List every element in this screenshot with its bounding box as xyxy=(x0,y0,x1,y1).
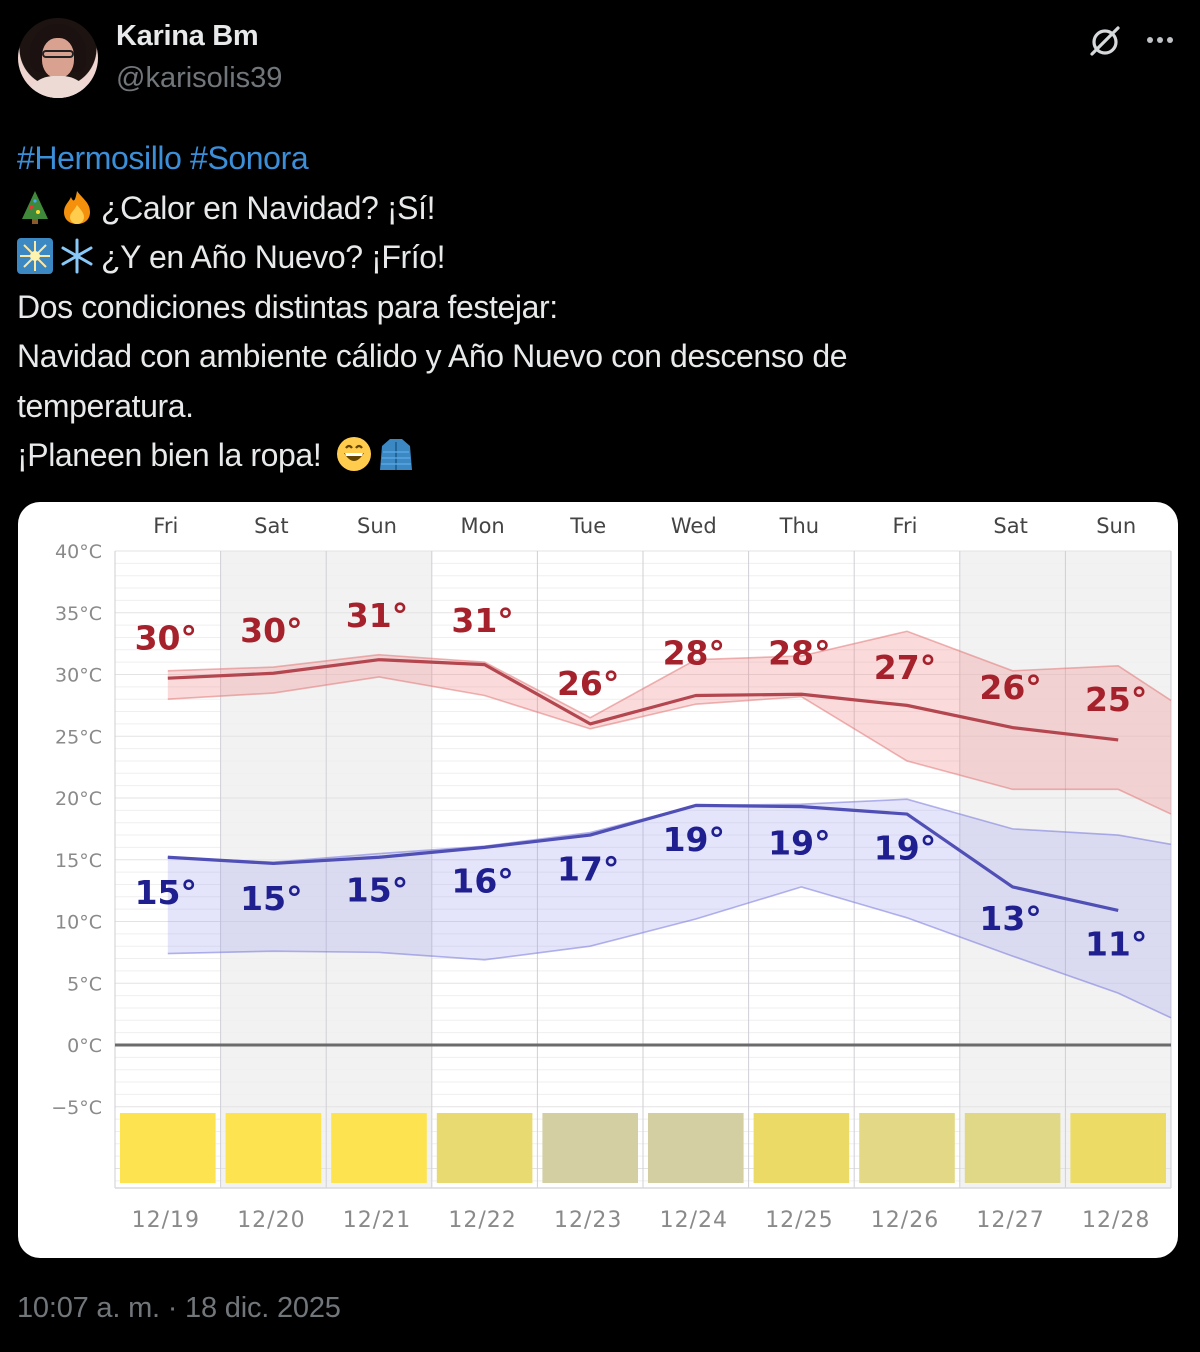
svg-text:0°C: 0°C xyxy=(67,1035,102,1057)
svg-text:12/20: 12/20 xyxy=(237,1208,305,1233)
svg-text:−5°C: −5°C xyxy=(51,1097,102,1119)
svg-text:Fri: Fri xyxy=(892,514,917,538)
svg-text:Tue: Tue xyxy=(569,514,606,538)
svg-text:25°: 25° xyxy=(1085,680,1147,719)
svg-text:12/24: 12/24 xyxy=(660,1208,728,1233)
tweet-timestamp[interactable]: 10:07 a. m. · 18 dic. 2025 xyxy=(17,1292,341,1324)
svg-text:28°: 28° xyxy=(663,633,725,672)
svg-text:12/23: 12/23 xyxy=(554,1208,622,1233)
svg-text:12/19: 12/19 xyxy=(132,1208,200,1233)
svg-text:19°: 19° xyxy=(768,823,830,862)
more-icon xyxy=(1147,37,1153,43)
svg-text:15°: 15° xyxy=(346,870,408,909)
svg-text:12/26: 12/26 xyxy=(871,1208,939,1233)
svg-text:11°: 11° xyxy=(1085,925,1147,964)
svg-text:31°: 31° xyxy=(451,601,513,640)
svg-text:28°: 28° xyxy=(768,633,830,672)
tweet-line-new-year: ¿Y en Año Nuevo? ¡Frío! xyxy=(101,239,446,275)
christmas-tree-icon xyxy=(22,190,48,224)
hashtag-hermosillo[interactable]: #Hermosillo xyxy=(17,140,182,176)
svg-text:Thu: Thu xyxy=(779,514,819,538)
svg-text:15°C: 15°C xyxy=(55,850,102,872)
svg-text:12/25: 12/25 xyxy=(765,1208,833,1233)
svg-text:30°: 30° xyxy=(240,611,302,650)
svg-text:12/27: 12/27 xyxy=(976,1208,1044,1233)
sparkler-icon xyxy=(17,238,53,274)
svg-text:Sat: Sat xyxy=(993,514,1027,538)
svg-text:Wed: Wed xyxy=(671,514,717,538)
svg-text:30°: 30° xyxy=(135,618,197,657)
svg-text:40°C: 40°C xyxy=(55,541,102,563)
author-handle[interactable]: @karisolis39 xyxy=(116,62,283,94)
svg-text:30°C: 30°C xyxy=(55,665,102,687)
tweet-line-7: ¡Planeen bien la ropa! xyxy=(17,437,322,473)
tweet-line-christmas: ¿Calor en Navidad? ¡Sí! xyxy=(101,189,436,226)
svg-text:15°: 15° xyxy=(135,873,197,912)
svg-text:20°C: 20°C xyxy=(55,788,102,810)
fire-icon xyxy=(64,190,90,224)
svg-text:19°: 19° xyxy=(874,828,936,867)
tweet-line-6: temperatura. xyxy=(17,387,194,424)
svg-text:12/22: 12/22 xyxy=(448,1208,516,1233)
hashtag-sonora[interactable]: #Sonora xyxy=(190,140,309,176)
svg-text:Sun: Sun xyxy=(1096,514,1136,538)
avatar[interactable] xyxy=(18,18,98,98)
tweet-line-4: Dos condiciones distintas para festejar: xyxy=(17,288,558,325)
svg-text:15°: 15° xyxy=(240,879,302,918)
author-display-name[interactable]: Karina Bm xyxy=(116,20,259,52)
grinning-face-icon xyxy=(336,437,371,471)
temperature-forecast-chart: 40°C 35°C 30°C 25°C 20°C 15°C 10°C 5°C 0°C −5°C 30… xyxy=(51,514,1172,1233)
snowflake-icon xyxy=(61,238,93,274)
more-options-button[interactable] xyxy=(1140,22,1180,58)
svg-text:5°C: 5°C xyxy=(67,973,102,995)
svg-text:25°C: 25°C xyxy=(55,726,102,748)
weather-chart-card[interactable]: 40°C 35°C 30°C 25°C 20°C 15°C 10°C 5°C 0°C −5°C 30… xyxy=(18,502,1178,1258)
coat-icon xyxy=(379,439,412,470)
svg-text:17°: 17° xyxy=(557,849,619,888)
svg-text:19°: 19° xyxy=(663,820,725,859)
svg-text:27°: 27° xyxy=(874,648,936,687)
svg-text:12/21: 12/21 xyxy=(343,1208,411,1233)
svg-text:Fri: Fri xyxy=(153,514,178,538)
tweet-line-5: Navidad con ambiente cálido y Año Nuevo … xyxy=(17,338,848,374)
svg-text:31°: 31° xyxy=(346,596,408,635)
tweet-text: #Hermosillo #Sonora ¿Calor en Navidad? ¡… xyxy=(17,134,1187,481)
svg-text:12/28: 12/28 xyxy=(1082,1208,1150,1233)
svg-text:16°: 16° xyxy=(451,862,513,901)
svg-text:Sat: Sat xyxy=(254,514,288,538)
svg-text:35°C: 35°C xyxy=(55,603,102,625)
svg-text:26°: 26° xyxy=(979,668,1041,707)
svg-text:10°C: 10°C xyxy=(55,912,102,934)
svg-text:13°: 13° xyxy=(979,899,1041,938)
svg-text:Mon: Mon xyxy=(460,514,504,538)
svg-text:26°: 26° xyxy=(557,664,619,703)
grok-icon[interactable] xyxy=(1086,22,1124,60)
svg-text:Sun: Sun xyxy=(357,514,397,538)
